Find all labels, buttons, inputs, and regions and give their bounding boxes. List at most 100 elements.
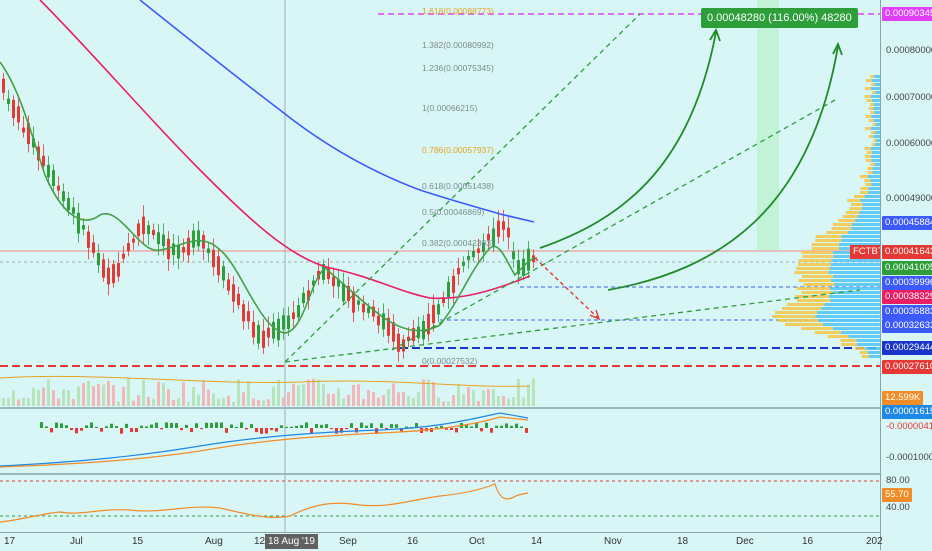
volume-profile-bar [864,87,871,90]
candle-body [132,238,135,243]
candle-body [412,328,415,342]
candle-body [32,138,35,148]
candle-body [407,336,410,341]
ma100-line [39,0,531,300]
projection-arrow-1 [539,31,717,249]
macd-hist-bar [185,424,188,428]
macd-hist-bar [165,422,168,428]
volume-bar [387,389,390,406]
trendline-low [284,289,861,363]
macd-hist-bar [110,423,113,428]
price-tag-ma100: 0.00038329 [882,290,932,304]
candle-body [432,304,435,324]
volume-bar [37,389,40,406]
volume-bar [372,391,375,406]
macd-hist-bar [220,422,223,428]
candle-body [222,266,225,281]
measure-callout[interactable]: 0.00048280 (116.00%) 48280 [701,8,858,28]
rsi-tag: 55.70 [882,488,912,502]
volume-profile-bar [851,203,863,206]
volume-profile-bar [815,315,880,318]
candle-body [52,170,55,186]
candle-body [2,78,5,93]
macd-hist-bar [450,428,453,431]
volume-bar [42,387,45,406]
volume-bar [262,400,265,406]
candle-body [342,283,345,302]
volume-bar [252,398,255,406]
candle-body [27,122,30,145]
volume-profile-bar [826,231,848,234]
volume-profile-bar [784,323,823,326]
candle-body [442,297,445,303]
volume-profile-bar [866,79,872,82]
volume-profile-bar [794,295,829,298]
candle-body [417,326,420,339]
macd-hist-bar [180,428,183,431]
candlesticks [2,72,535,362]
macd-hist-bar [330,428,333,430]
macd-hist-bar [200,428,203,430]
volume-profile-bar [841,239,880,242]
volume-bar [472,390,475,406]
macd-hist-bar [465,424,468,428]
volume-profile-bar [874,111,880,114]
volume-profile-bar [868,107,874,110]
volume-profile-bar [851,223,880,226]
candle-body [482,242,485,253]
time-label: Dec [736,536,754,547]
volume-profile-bar [874,143,880,146]
volume-profile-bar [801,327,833,330]
macd-hist-bar [310,428,313,434]
macd-hist-bar [345,428,348,430]
volume-profile-bar [866,151,873,154]
macd-hist-bar [55,422,58,428]
time-label: Oct [469,536,485,547]
time-label: 15 [132,536,144,547]
macd-hist-bar [115,426,118,428]
macd-hist-bar [60,423,63,428]
macd-hist-bar [435,426,438,428]
price-tag-level: 0.00027610 [882,360,932,374]
volume-profile-bar [787,303,825,306]
volume-profile-bar [871,79,880,82]
volume-profile-bar [865,115,872,118]
volume-bar [242,392,245,406]
volume-profile-bar [871,143,875,146]
macd-hist-bar [205,422,208,428]
time-axis[interactable]: 17 Jul 15 Aug 12 18 Aug '19 Sep 16 Oct 1… [0,532,883,551]
volume-bar [417,392,420,406]
macd-hist-bar [380,423,383,428]
candle-body [202,235,205,249]
fib-label: 0(0.00027532) [422,356,478,366]
volume-profile-bar [864,147,871,150]
price-tick: 0.00060000 [886,138,932,149]
candle-body [277,318,280,341]
volume-bar [487,388,490,406]
volume-bar [332,393,335,406]
macd-hist-bar [210,422,213,428]
volume-profile-bar [821,307,880,310]
volume-bar [437,397,440,406]
volume-bar [397,392,400,406]
candle-body [62,191,65,202]
volume-profile-bar [871,159,880,162]
volume-bar [347,394,350,406]
macd-hist-bar [495,425,498,428]
time-label: 12 [254,536,266,547]
macd-hist-bar [40,422,43,428]
volume-bar [517,378,520,406]
volume-bar [157,381,160,406]
volume-profile-bar [875,123,880,126]
volume-profile-bar [872,167,880,170]
volume-profile-bar [855,347,866,350]
volume-profile-bar [849,207,862,210]
macd-hist-bar [95,426,98,428]
macd-hist-bar [65,425,68,428]
volume-profile-bar [864,127,871,130]
price-axis[interactable] [880,0,932,550]
volume-profile-bar [874,75,880,78]
volume-profile-bar [865,155,872,158]
volume-profile-bar [868,187,880,190]
